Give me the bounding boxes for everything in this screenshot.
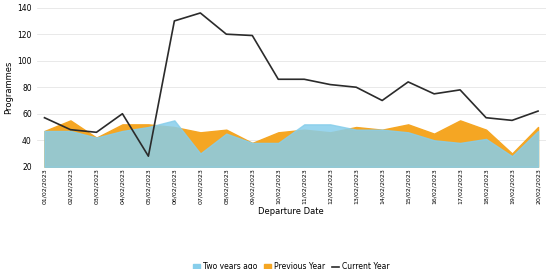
Y-axis label: Programmes: Programmes (4, 61, 13, 114)
Legend: Two years ago, Previous Year, Current Year: Two years ago, Previous Year, Current Ye… (190, 259, 393, 269)
X-axis label: Departure Date: Departure Date (258, 207, 324, 216)
